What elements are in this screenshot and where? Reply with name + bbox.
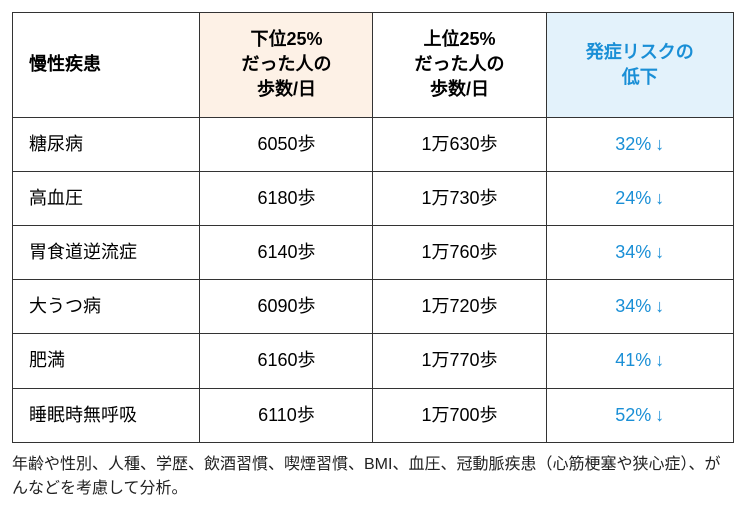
cell-lower: 6180歩 xyxy=(200,171,373,225)
cell-lower: 6050歩 xyxy=(200,117,373,171)
cell-upper: 1万760歩 xyxy=(373,225,546,279)
cell-upper: 1万630歩 xyxy=(373,117,546,171)
cell-disease: 睡眠時無呼吸 xyxy=(13,388,200,442)
cell-lower: 6140歩 xyxy=(200,225,373,279)
table-body: 糖尿病6050歩1万630歩32%↓高血圧6180歩1万730歩24%↓胃食道逆… xyxy=(13,117,734,442)
down-arrow-icon: ↓ xyxy=(655,294,664,319)
table-row: 大うつ病6090歩1万720歩34%↓ xyxy=(13,280,734,334)
cell-risk: 52%↓ xyxy=(546,388,733,442)
health-risk-table: 慢性疾患 下位25%だった人の歩数/日 上位25%だった人の歩数/日 発症リスク… xyxy=(12,12,734,443)
header-lower25: 下位25%だった人の歩数/日 xyxy=(200,13,373,118)
cell-risk: 34%↓ xyxy=(546,225,733,279)
header-disease: 慢性疾患 xyxy=(13,13,200,118)
cell-upper: 1万770歩 xyxy=(373,334,546,388)
table-row: 肥満6160歩1万770歩41%↓ xyxy=(13,334,734,388)
header-upper25: 上位25%だった人の歩数/日 xyxy=(373,13,546,118)
cell-upper: 1万730歩 xyxy=(373,171,546,225)
down-arrow-icon: ↓ xyxy=(655,240,664,265)
cell-lower: 6110歩 xyxy=(200,388,373,442)
cell-disease: 胃食道逆流症 xyxy=(13,225,200,279)
cell-disease: 大うつ病 xyxy=(13,280,200,334)
footnote: 年齢や性別、人種、学歴、飲酒習慣、喫煙習慣、BMI、血圧、冠動脈疾患（心筋梗塞や… xyxy=(12,453,734,501)
cell-upper: 1万700歩 xyxy=(373,388,546,442)
down-arrow-icon: ↓ xyxy=(655,132,664,157)
table-row: 睡眠時無呼吸6110歩1万700歩52%↓ xyxy=(13,388,734,442)
table-row: 糖尿病6050歩1万630歩32%↓ xyxy=(13,117,734,171)
cell-risk: 34%↓ xyxy=(546,280,733,334)
cell-disease: 肥満 xyxy=(13,334,200,388)
cell-risk: 32%↓ xyxy=(546,117,733,171)
cell-lower: 6090歩 xyxy=(200,280,373,334)
cell-risk: 41%↓ xyxy=(546,334,733,388)
header-row: 慢性疾患 下位25%だった人の歩数/日 上位25%だった人の歩数/日 発症リスク… xyxy=(13,13,734,118)
table-row: 胃食道逆流症6140歩1万760歩34%↓ xyxy=(13,225,734,279)
down-arrow-icon: ↓ xyxy=(655,403,664,428)
cell-disease: 糖尿病 xyxy=(13,117,200,171)
cell-risk: 24%↓ xyxy=(546,171,733,225)
cell-upper: 1万720歩 xyxy=(373,280,546,334)
down-arrow-icon: ↓ xyxy=(655,348,664,373)
table-row: 高血圧6180歩1万730歩24%↓ xyxy=(13,171,734,225)
down-arrow-icon: ↓ xyxy=(655,186,664,211)
cell-lower: 6160歩 xyxy=(200,334,373,388)
cell-disease: 高血圧 xyxy=(13,171,200,225)
header-risk: 発症リスクの低下 xyxy=(546,13,733,118)
